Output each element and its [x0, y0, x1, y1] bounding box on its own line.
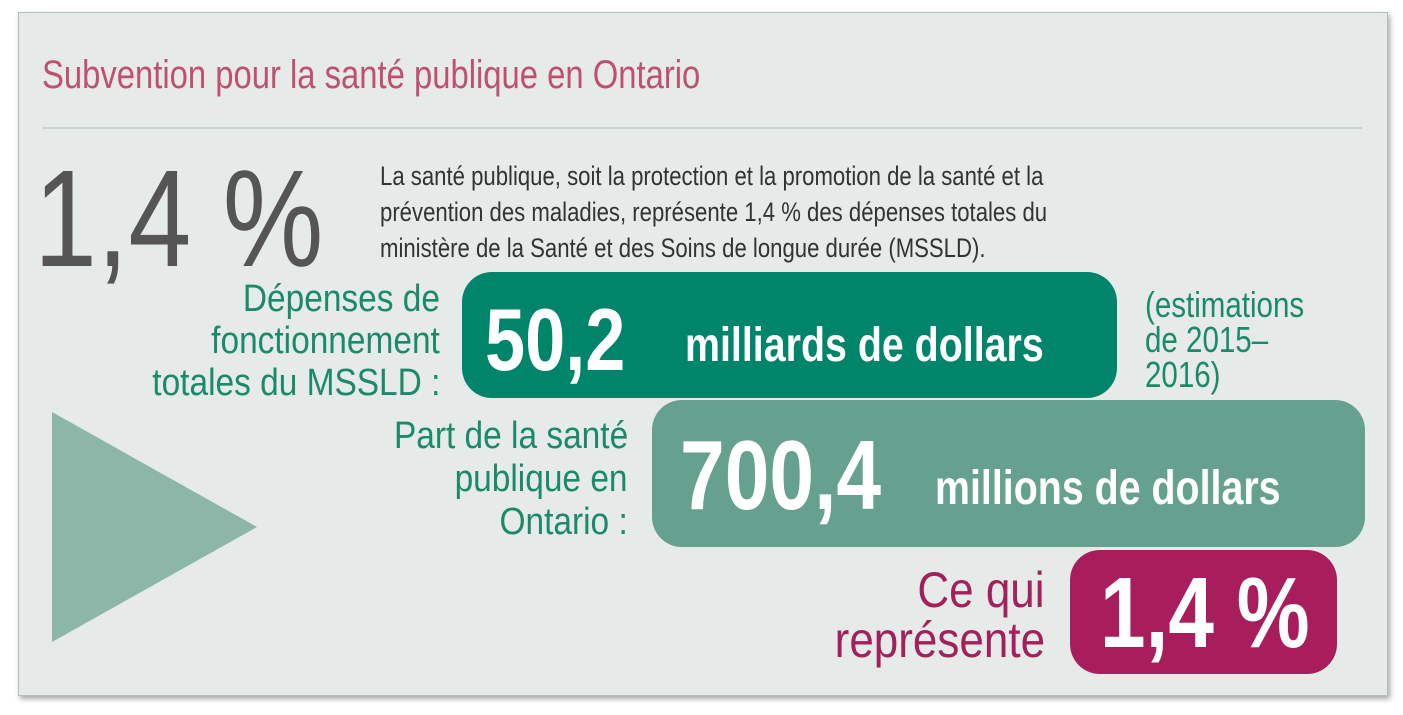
- row-label: Ce qui: [917, 562, 1045, 618]
- row-note: 2016): [1145, 354, 1221, 395]
- value-box: [462, 272, 1117, 398]
- row-label: fonctionnement: [211, 320, 440, 362]
- row-label: Dépenses de: [242, 278, 440, 320]
- row-unit: millions de dollars: [935, 462, 1281, 515]
- row-unit: milliards de dollars: [685, 319, 1044, 372]
- row-note: (estimations: [1145, 284, 1305, 325]
- arrow: [52, 412, 257, 642]
- value-box: [1070, 550, 1337, 674]
- value-box: [652, 400, 1365, 547]
- row-value: 50,2: [485, 290, 626, 389]
- rule: [42, 127, 1362, 129]
- row-label: totales du MSSLD :: [151, 362, 440, 404]
- row-label: Part de la santé: [393, 415, 628, 457]
- big-figure: 1,4 %: [34, 142, 324, 296]
- row-label: publique en: [455, 458, 628, 500]
- description-line: ministère de la Santé et des Soins de lo…: [380, 233, 986, 263]
- description-line: La santé publique, soit la protection et…: [380, 161, 1044, 191]
- row-value: 1,4 %: [1100, 557, 1310, 669]
- row-note: de 2015–: [1145, 319, 1269, 360]
- title: Subvention pour la santé publique en Ont…: [42, 53, 701, 97]
- row-label: représente: [834, 612, 1045, 668]
- row-label: Ontario :: [499, 501, 628, 543]
- description-line: prévention des maladies, représente 1,4 …: [380, 197, 1048, 227]
- row-value: 700,4: [680, 420, 882, 530]
